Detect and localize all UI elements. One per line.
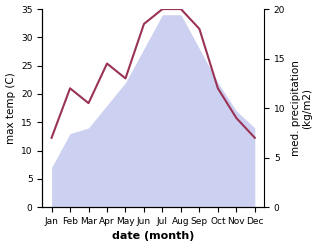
Y-axis label: max temp (C): max temp (C) [5, 72, 16, 144]
X-axis label: date (month): date (month) [112, 231, 194, 242]
Y-axis label: med. precipitation
(kg/m2): med. precipitation (kg/m2) [291, 60, 313, 156]
